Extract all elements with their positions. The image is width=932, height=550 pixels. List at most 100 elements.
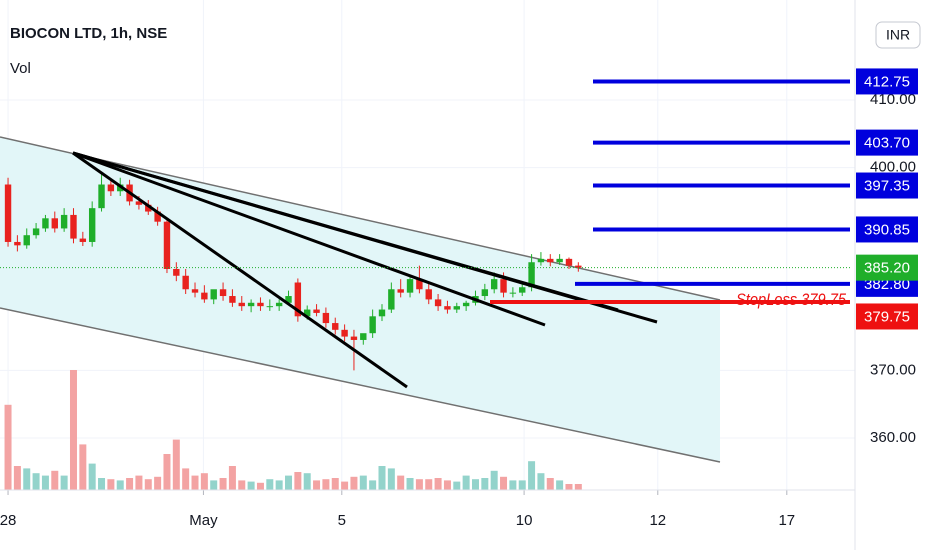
volume-bar [341, 481, 349, 490]
y-tick-label: 410.00 [870, 91, 916, 108]
candle-body [341, 329, 348, 337]
candle-body [201, 292, 208, 300]
price-label: 403.70 [864, 135, 910, 152]
volume-bar [79, 444, 87, 490]
y-tick-label: 370.00 [870, 361, 916, 378]
y-tick-label: 360.00 [870, 429, 916, 446]
volume-bar [144, 479, 152, 490]
volume-bar [350, 476, 358, 490]
volume-bar [453, 481, 461, 490]
candle-body [360, 333, 367, 340]
volume-bar [313, 480, 321, 490]
candle-body [229, 296, 236, 303]
price-label-box [856, 303, 918, 330]
volume-bar [490, 470, 498, 490]
candle-body [238, 302, 245, 307]
volume-bar [107, 479, 115, 490]
candle-body [247, 302, 255, 307]
candle-body [519, 287, 526, 293]
candle-body [509, 292, 517, 294]
volume-bar [462, 475, 470, 490]
candle-body [135, 201, 143, 205]
volume-bar [528, 461, 536, 490]
candle-body [32, 228, 40, 236]
volume-bar [556, 480, 564, 490]
candle-body [182, 275, 189, 290]
currency-label[interactable]: INR [886, 27, 910, 43]
volume-bar [172, 439, 180, 490]
candle-body [42, 218, 49, 229]
candle-body [60, 214, 68, 229]
trend-line [72, 151, 546, 327]
volume-bar [303, 473, 311, 490]
volume-bar [135, 475, 143, 490]
volume-bar [247, 481, 255, 490]
x-tick-label: 10 [516, 512, 533, 529]
volume-bar [154, 476, 162, 490]
candle-body [79, 238, 87, 242]
candle-body [490, 279, 498, 290]
candle-body [565, 258, 573, 266]
candle-body [313, 309, 320, 313]
volume-bar [387, 468, 395, 490]
volume-bar [443, 480, 451, 490]
candle-body [332, 323, 339, 330]
candle-body [285, 296, 292, 303]
volume-bar [200, 473, 208, 490]
volume-bar [228, 466, 236, 490]
candle-body [378, 309, 386, 317]
candle-body [406, 279, 414, 293]
volume-bar [23, 468, 31, 490]
candle-body [145, 204, 152, 212]
volume-bar [294, 472, 302, 490]
x-tick-label: 5 [338, 512, 346, 529]
candle-body [528, 262, 535, 288]
candle-body [173, 268, 180, 276]
candle-body [434, 299, 442, 307]
channel-lower [0, 307, 721, 463]
trend-line [72, 151, 619, 312]
candle-body [275, 302, 283, 307]
chart-title: BIOCON LTD, 1h, NSE [10, 25, 167, 42]
price-label-box [856, 129, 918, 156]
volume-bar [369, 480, 377, 490]
volume-bar [481, 478, 489, 490]
volume-bar [238, 480, 246, 490]
x-tick-label: 17 [778, 512, 795, 529]
volume-bar [537, 473, 545, 490]
volume-bar [546, 478, 554, 490]
candle-body [575, 265, 582, 268]
volume-bar [116, 480, 124, 490]
price-label-box [856, 68, 918, 95]
volume-bar [13, 466, 21, 490]
candle-body [4, 184, 12, 242]
candle-body [481, 289, 489, 297]
volume-bar [285, 475, 293, 490]
x-tick-label: 12 [649, 512, 666, 529]
volume-bar [406, 478, 414, 490]
candle-body [266, 306, 274, 308]
currency-button[interactable] [875, 21, 921, 49]
candle-body [294, 282, 302, 317]
candle-body [107, 184, 115, 192]
candle-body [88, 208, 96, 242]
candle-body [416, 279, 423, 290]
candle-body [23, 235, 30, 246]
candle-body [462, 302, 470, 307]
volume-bar [210, 480, 218, 490]
volume-bar [219, 478, 227, 490]
candle-body [14, 241, 21, 246]
volume-bar [266, 479, 274, 490]
volume-bar [434, 478, 442, 490]
volume-bar [415, 479, 423, 490]
price-label: 379.75 [864, 308, 910, 325]
trend-line [72, 151, 408, 389]
volume-bar [98, 478, 106, 490]
y-tick-label: 400.00 [870, 159, 916, 176]
candle-body [444, 306, 451, 310]
price-label-box [856, 216, 918, 243]
volume-bar [359, 475, 367, 490]
candle-body [453, 306, 460, 310]
candle-body [210, 289, 217, 300]
volume-bar [331, 478, 339, 490]
